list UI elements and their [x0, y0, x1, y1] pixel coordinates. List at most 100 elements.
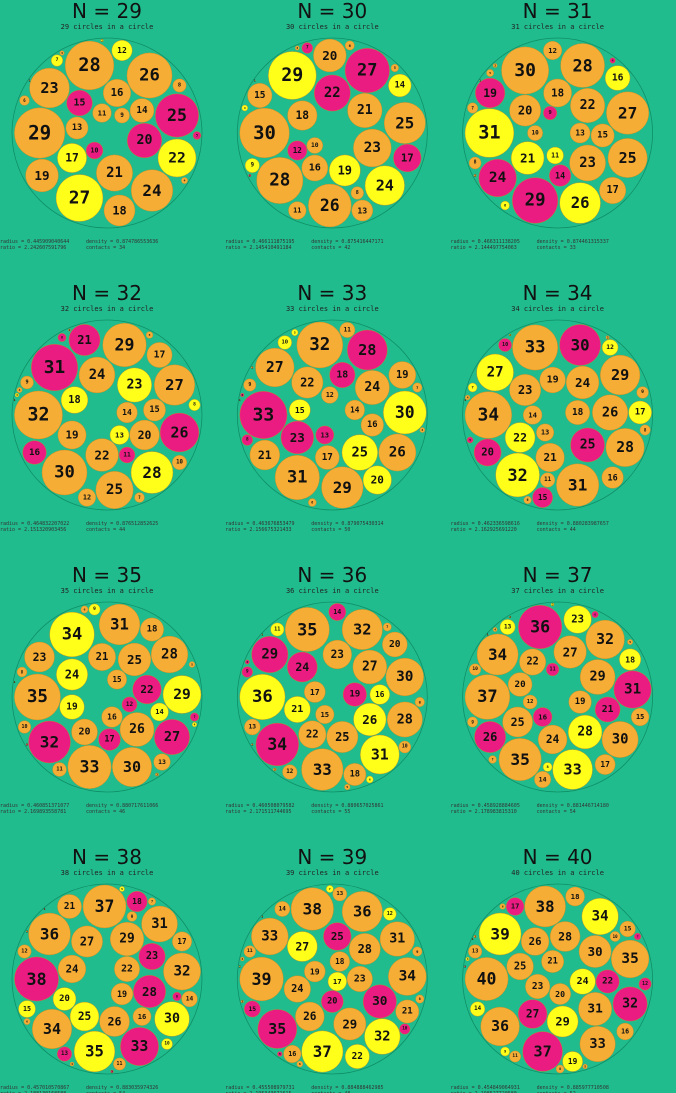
packed-circle — [304, 681, 326, 703]
packed-circle — [476, 353, 514, 392]
circle-label: 5 — [196, 134, 198, 138]
packed-circle — [56, 1046, 73, 1062]
circle-label: 34 — [399, 969, 417, 985]
circle-label: 39 — [490, 925, 509, 944]
packed-circle — [522, 694, 538, 710]
packed-circle — [344, 783, 351, 791]
packed-circle — [268, 51, 317, 100]
circle-label: 15 — [624, 926, 632, 933]
circle-label: 15 — [74, 98, 86, 109]
packed-circle — [315, 425, 335, 445]
packed-circle — [17, 944, 32, 959]
circle-label: 19 — [310, 967, 320, 977]
circle-label: 33 — [525, 338, 546, 358]
packed-circle — [239, 956, 284, 1002]
packed-circle — [321, 466, 364, 509]
circle-label: 26 — [108, 1015, 122, 1029]
packed-circle — [289, 399, 311, 421]
packed-circle — [393, 143, 422, 173]
packed-circle — [57, 894, 82, 919]
footer-text: density = 0.874461315337 — [537, 239, 609, 245]
circle-label: 15 — [636, 713, 644, 721]
packed-circle — [362, 465, 392, 495]
circle-label: 4 — [244, 106, 246, 110]
footer-text: radius = 0.457010570867 — [0, 1085, 69, 1091]
panel-subtitle: 29 circles in a circle — [61, 23, 154, 31]
circle-label: 16 — [612, 73, 624, 84]
circle-label: 9 — [548, 110, 551, 116]
circle-label: 9 — [120, 112, 124, 119]
circle-label: 8 — [546, 765, 548, 769]
circle-label: 16 — [621, 1028, 629, 1036]
panel-title: N = 38 — [72, 845, 142, 869]
circle-label: 2 — [101, 39, 103, 43]
circle-label: 22 — [352, 1051, 363, 1062]
packed-circle — [306, 137, 324, 154]
packed-circle — [118, 446, 136, 464]
packed-circle — [254, 79, 256, 82]
packed-circle — [85, 438, 119, 472]
panel-subtitle: 35 circles in a circle — [61, 587, 154, 595]
packed-circle — [192, 131, 202, 140]
packed-circle — [599, 177, 627, 204]
packed-circle — [110, 982, 134, 1006]
circle-label: 26 — [129, 722, 145, 737]
packed-circle — [639, 424, 651, 436]
packed-circle — [132, 1007, 152, 1026]
circle-label: 9 — [416, 949, 419, 954]
circle-label: 30 — [54, 463, 75, 483]
circle-label: 24 — [291, 983, 303, 995]
packed-circle — [604, 65, 631, 91]
circle-label: 3 — [474, 935, 476, 939]
packed-circle — [464, 957, 509, 1001]
packed-circle — [14, 107, 66, 159]
circle-label: 19 — [396, 369, 409, 381]
packed-circle — [556, 463, 600, 507]
packed-circle — [541, 950, 564, 973]
packing-panel: N = 3636 circles in a circle363534333231… — [225, 563, 428, 815]
circle-label: 14 — [539, 776, 547, 784]
circle-label: 6 — [311, 501, 313, 505]
circle-label: 2 — [509, 615, 511, 619]
packed-circle — [181, 177, 188, 184]
circle-label: 19 — [117, 989, 127, 999]
packed-circle — [619, 920, 636, 938]
packed-circle — [103, 194, 136, 227]
circle-label: 26 — [571, 194, 590, 212]
circle-label: 1 — [14, 680, 16, 684]
packed-circle — [532, 487, 553, 508]
circle-label: 4 — [71, 1062, 73, 1066]
circle-label: 31 — [568, 476, 588, 495]
packed-circle — [467, 102, 479, 114]
circle-label: 20 — [389, 639, 401, 650]
circle-label: 24 — [575, 375, 591, 390]
circle-label: 3 — [274, 768, 276, 772]
circle-label: 16 — [367, 420, 378, 430]
packed-circle — [328, 603, 347, 621]
circle-label: 24 — [142, 181, 161, 200]
packed-circle — [32, 1009, 72, 1049]
circle-label: 6 — [349, 43, 352, 48]
circle-label: 14 — [186, 996, 194, 1003]
circle-label: 2 — [509, 333, 511, 337]
packed-circle — [247, 83, 273, 108]
circle-label: 16 — [29, 447, 41, 458]
circle-label: 22 — [300, 376, 314, 390]
packed-circle — [99, 1006, 130, 1037]
circle-label: 37 — [477, 687, 498, 707]
circle-label: 23 — [33, 650, 47, 664]
circle-label: 21 — [77, 333, 91, 347]
packed-circle — [188, 399, 201, 411]
packed-circle — [132, 674, 162, 705]
packed-circle — [549, 164, 572, 187]
packed-circle — [594, 696, 621, 723]
circle-label: 14 — [555, 171, 565, 181]
circle-label: 2 — [251, 366, 253, 370]
packed-circle — [360, 734, 400, 775]
circle-label: 34 — [478, 405, 499, 426]
circle-label: 7 — [306, 45, 309, 51]
packed-circle — [14, 392, 20, 398]
container-circle — [462, 601, 653, 793]
circle-label: 21 — [520, 151, 535, 166]
